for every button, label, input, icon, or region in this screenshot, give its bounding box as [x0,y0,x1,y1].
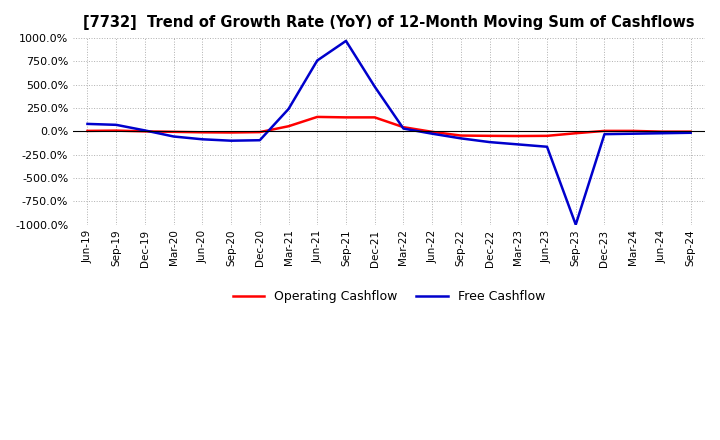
Free Cashflow [112,122,120,128]
Free Cashflow [572,222,580,227]
Operating Cashflow [140,129,149,134]
Legend: Operating Cashflow, Free Cashflow: Operating Cashflow, Free Cashflow [228,285,550,308]
Free Cashflow [83,121,91,127]
Operating Cashflow [227,130,235,135]
Operating Cashflow [370,115,379,120]
Operating Cashflow [112,128,120,133]
Free Cashflow [342,38,351,44]
Free Cashflow [600,132,609,137]
Free Cashflow [543,144,552,150]
Operating Cashflow [657,129,666,134]
Free Cashflow [686,130,695,136]
Free Cashflow [284,106,293,112]
Title: [7732]  Trend of Growth Rate (YoY) of 12-Month Moving Sum of Cashflows: [7732] Trend of Growth Rate (YoY) of 12-… [84,15,695,30]
Free Cashflow [140,128,149,133]
Line: Operating Cashflow: Operating Cashflow [87,117,690,136]
Free Cashflow [428,131,436,136]
Free Cashflow [227,138,235,143]
Free Cashflow [399,126,408,131]
Operating Cashflow [284,124,293,129]
Free Cashflow [169,134,178,139]
Operating Cashflow [198,130,207,135]
Free Cashflow [629,131,637,136]
Operating Cashflow [428,129,436,135]
Operating Cashflow [629,128,637,134]
Operating Cashflow [600,128,609,134]
Operating Cashflow [485,133,494,139]
Operating Cashflow [456,133,465,138]
Free Cashflow [370,84,379,89]
Operating Cashflow [399,125,408,130]
Operating Cashflow [342,115,351,120]
Line: Free Cashflow: Free Cashflow [87,41,690,225]
Free Cashflow [198,137,207,142]
Operating Cashflow [256,129,264,135]
Operating Cashflow [572,131,580,136]
Free Cashflow [256,138,264,143]
Free Cashflow [485,139,494,145]
Free Cashflow [456,136,465,141]
Operating Cashflow [686,129,695,134]
Operating Cashflow [169,129,178,135]
Operating Cashflow [543,133,552,139]
Free Cashflow [657,131,666,136]
Operating Cashflow [83,128,91,134]
Free Cashflow [313,58,322,63]
Free Cashflow [514,142,523,147]
Operating Cashflow [514,133,523,139]
Operating Cashflow [313,114,322,120]
